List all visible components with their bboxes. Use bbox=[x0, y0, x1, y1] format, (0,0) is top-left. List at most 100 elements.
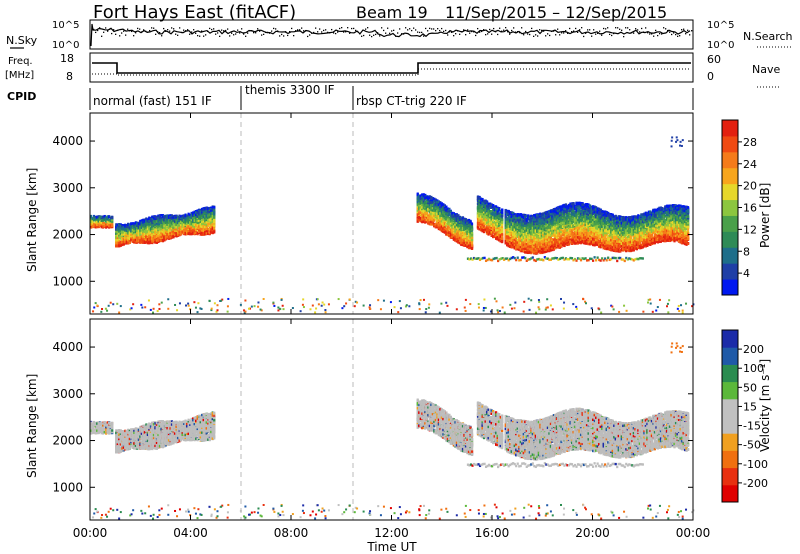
nsearch-dot bbox=[307, 36, 308, 37]
nsearch-dot bbox=[305, 30, 306, 31]
nsearch-dot bbox=[393, 30, 394, 31]
nsearch-dot bbox=[661, 33, 662, 34]
nsearch-dot bbox=[667, 30, 668, 31]
nsearch-dot bbox=[111, 33, 112, 34]
nave-dotted-line bbox=[92, 69, 691, 75]
nsearch-dot bbox=[191, 31, 192, 32]
nsearch-dot bbox=[293, 35, 294, 36]
nsearch-dot bbox=[441, 28, 442, 29]
nsearch-dot bbox=[691, 30, 692, 31]
nsearch-dot bbox=[407, 29, 408, 30]
power-cell bbox=[213, 224, 215, 226]
nsearch-dot bbox=[535, 34, 536, 35]
nsearch-dot bbox=[303, 30, 304, 31]
nsearch-dot bbox=[561, 32, 562, 33]
nsearch-dot bbox=[397, 32, 398, 33]
nsearch-dot bbox=[589, 29, 590, 30]
nsearch-dot bbox=[439, 30, 440, 31]
nsearch-dot bbox=[201, 30, 202, 31]
nsearch-dot bbox=[125, 34, 126, 35]
nsearch-dot bbox=[215, 34, 216, 35]
nsearch-dot bbox=[371, 36, 372, 37]
nsearch-dot bbox=[349, 33, 350, 34]
nsearch-dot bbox=[641, 28, 642, 29]
nsearch-dot bbox=[605, 28, 606, 29]
nsearch-dot bbox=[415, 29, 416, 30]
nsearch-dot bbox=[617, 27, 618, 28]
nsearch-dot bbox=[655, 30, 656, 31]
noise-left-tick-top: 10^5 bbox=[52, 20, 79, 31]
nsearch-dot bbox=[263, 34, 264, 35]
nsearch-dot bbox=[173, 28, 174, 29]
nsearch-dot bbox=[417, 31, 418, 32]
nsearch-dot bbox=[135, 32, 136, 33]
power-panel: Slant Range [km] 1000200030004000 282420… bbox=[25, 113, 772, 314]
noise-left-tick-bottom: 10^0 bbox=[52, 40, 79, 51]
freq-panel: 18 8 60 0 bbox=[60, 52, 721, 83]
nsearch-dot bbox=[271, 30, 272, 31]
power-cell bbox=[426, 212, 428, 214]
nsearch-dot bbox=[411, 30, 412, 31]
nsearch-dot bbox=[257, 28, 258, 29]
nsearch-dot bbox=[183, 30, 184, 31]
nsearch-dot bbox=[565, 30, 566, 31]
nsearch-dot bbox=[253, 32, 254, 33]
nsearch-dot bbox=[405, 27, 406, 28]
power-cell bbox=[111, 223, 113, 225]
nsearch-dot bbox=[315, 27, 316, 28]
nsearch-dot bbox=[451, 32, 452, 33]
nsearch-dot bbox=[567, 33, 568, 34]
frequency-step-line bbox=[92, 63, 691, 73]
nsearch-dot bbox=[211, 29, 212, 30]
nsearch-dot bbox=[327, 32, 328, 33]
nsearch-dot bbox=[487, 33, 488, 34]
nsearch-dot bbox=[685, 33, 686, 34]
nsearch-dot bbox=[443, 31, 444, 32]
nsearch-dot bbox=[409, 28, 410, 29]
nsearch-dot bbox=[221, 29, 222, 30]
nsearch-dot bbox=[391, 30, 392, 31]
nsearch-dot bbox=[317, 31, 318, 32]
nsearch-dot bbox=[249, 30, 250, 31]
nsearch-dot bbox=[679, 35, 680, 36]
nsearch-dot bbox=[251, 30, 252, 31]
power-cell bbox=[111, 221, 113, 223]
nsearch-dot bbox=[495, 31, 496, 32]
nsearch-dot bbox=[133, 35, 134, 36]
nsearch-dot bbox=[147, 32, 148, 33]
nsearch-dot bbox=[513, 27, 514, 28]
nsearch-dot bbox=[261, 34, 262, 35]
nsearch-dot bbox=[127, 29, 128, 30]
nsearch-dot bbox=[481, 31, 482, 32]
power-cell bbox=[111, 217, 113, 219]
nsearch-dot bbox=[199, 36, 200, 37]
nsearch-dot bbox=[427, 30, 428, 31]
nsearch-dot bbox=[361, 36, 362, 37]
nsearch-dot bbox=[233, 34, 234, 35]
nsearch-dot bbox=[279, 35, 280, 36]
cpid-segment-1: normal (fast) 151 IF bbox=[93, 94, 212, 108]
nsearch-dot bbox=[627, 27, 628, 28]
nsearch-dot bbox=[447, 34, 448, 35]
nsearch-dot bbox=[485, 34, 486, 35]
nsearch-dot bbox=[477, 28, 478, 29]
nsearch-dot bbox=[511, 30, 512, 31]
nsearch-dot bbox=[429, 28, 430, 29]
nsearch-dot bbox=[319, 28, 320, 29]
nsearch-dot bbox=[281, 34, 282, 35]
nsearch-dot bbox=[195, 33, 196, 34]
cpid-segment-2: themis 3300 IF bbox=[245, 83, 335, 97]
nsearch-dot bbox=[543, 30, 544, 31]
nsearch-dot bbox=[331, 29, 332, 30]
nsearch-dot bbox=[635, 28, 636, 29]
nsearch-dot bbox=[289, 31, 290, 32]
nsearch-dot bbox=[143, 29, 144, 30]
nsearch-dot bbox=[115, 34, 116, 35]
nsearch-dot bbox=[103, 32, 104, 33]
nsearch-dot bbox=[553, 30, 554, 31]
nsearch-dot bbox=[583, 36, 584, 37]
nsearch-dot bbox=[587, 29, 588, 30]
nsearch-dot bbox=[163, 28, 164, 29]
nsearch-dot bbox=[139, 28, 140, 29]
nsearch-dot bbox=[337, 31, 338, 32]
